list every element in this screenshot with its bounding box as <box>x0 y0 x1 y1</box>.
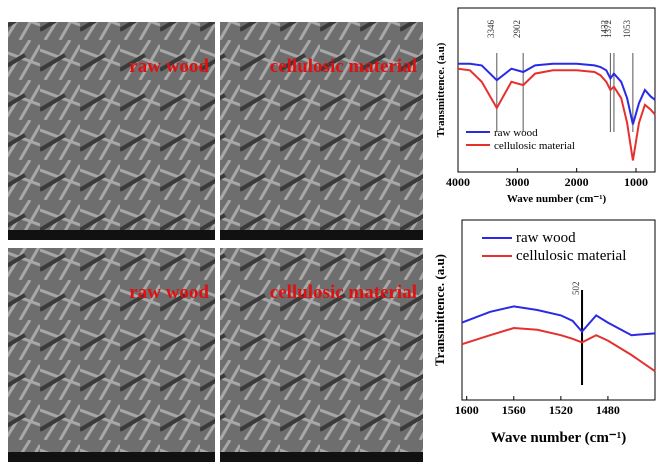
sem-image <box>220 248 423 462</box>
legend-label: raw wood <box>516 230 576 246</box>
info-bar <box>220 452 423 462</box>
x-axis-label: Wave number (cm⁻¹) <box>507 193 607 205</box>
y-axis-label: Transmittence. (a.u) <box>432 254 447 366</box>
sem-image <box>220 22 423 240</box>
peak-label: 1053 <box>622 20 632 39</box>
legend-label: cellulosic material <box>494 140 575 152</box>
series-line <box>462 328 655 371</box>
sem-image <box>8 248 215 462</box>
peak-label: 3346 <box>486 20 496 39</box>
image-label: cellulosic material <box>270 282 417 303</box>
sem-image <box>8 22 215 240</box>
x-tick-label: 4000 <box>446 175 470 189</box>
legend-label: raw wood <box>494 127 538 139</box>
info-bar <box>220 230 423 240</box>
x-axis-label: Wave number (cm⁻¹) <box>491 430 626 446</box>
image-label: raw wood <box>129 282 209 303</box>
x-tick-label: 3000 <box>505 175 529 189</box>
info-bar <box>8 452 215 462</box>
peak-label: 502 <box>571 282 581 296</box>
x-tick-label: 1600 <box>455 403 479 417</box>
x-tick-label: 1000 <box>624 175 648 189</box>
y-axis-label: Transmittence. (a.u) <box>435 42 447 137</box>
x-tick-label: 2000 <box>565 175 589 189</box>
peak-label: 1372 <box>603 20 613 38</box>
x-tick-label: 1520 <box>549 403 573 417</box>
figure: raw woodcellulosic materialraw woodcellu… <box>0 0 659 466</box>
x-tick-label: 1480 <box>596 403 620 417</box>
x-tick-label: 1560 <box>502 403 526 417</box>
series-line <box>462 306 655 335</box>
plot-frame <box>462 220 655 400</box>
image-label: raw wood <box>129 56 209 77</box>
legend-label: cellulosic material <box>516 248 626 264</box>
peak-label: 2902 <box>512 20 522 38</box>
image-label: cellulosic material <box>270 56 417 77</box>
info-bar <box>8 230 215 240</box>
